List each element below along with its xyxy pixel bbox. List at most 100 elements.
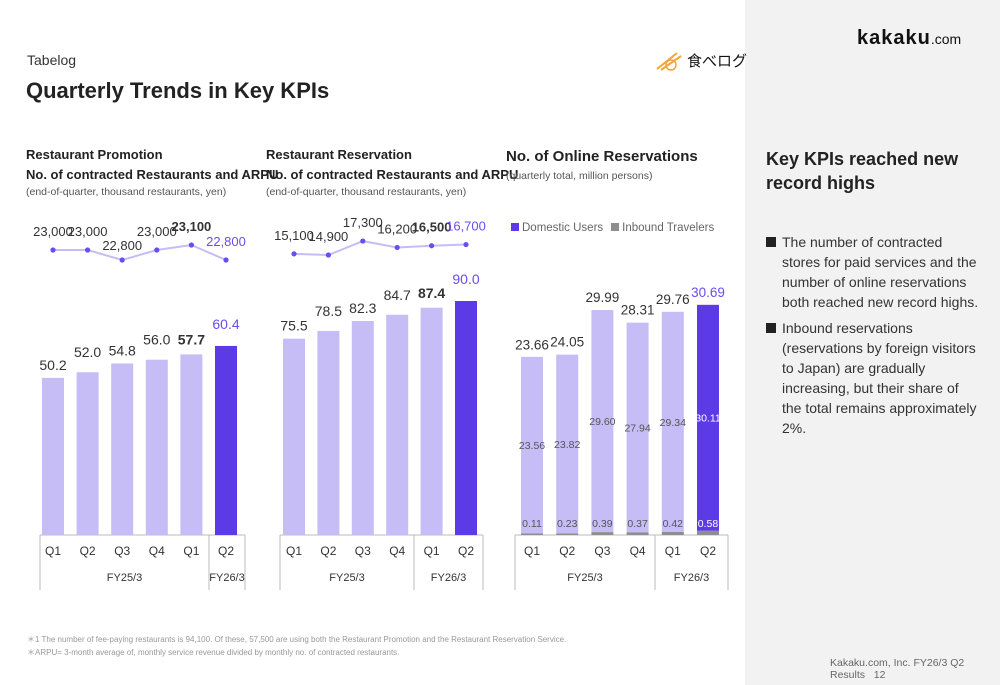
domestic-value-label: 23.82 — [554, 439, 580, 451]
x-tick-label: Q3 — [114, 544, 130, 558]
bar-domestic — [556, 354, 579, 534]
x-tick-label: Q1 — [665, 544, 681, 558]
bar — [420, 307, 443, 535]
bar-domestic — [661, 311, 684, 532]
arpu-point — [188, 242, 194, 248]
bar — [317, 330, 340, 535]
bar — [111, 363, 134, 535]
chopsticks-icon — [656, 51, 682, 71]
fiscal-year-label: FY26/3 — [674, 572, 709, 584]
section2-heading: Restaurant Reservation — [266, 147, 412, 162]
kakaku-logo-suffix: .com — [930, 31, 962, 47]
x-tick-label: Q2 — [218, 544, 234, 558]
bar — [351, 321, 374, 535]
page-title: Quarterly Trends in Key KPIs — [26, 78, 330, 103]
footnote: ＊1 The number of fee-paying restaurants … — [27, 635, 567, 644]
chart3-legend: Domestic Users Inbound Travelers — [511, 222, 714, 234]
domestic-value-label: 27.94 — [624, 422, 650, 434]
arpu-line — [293, 240, 467, 257]
arpu-point — [223, 257, 229, 263]
bar-inbound — [521, 533, 543, 535]
side-title: Key KPIs reached new record highs — [766, 149, 959, 193]
bar-value-label: 90.0 — [452, 271, 479, 287]
kakaku-logo: kakaku.com — [857, 27, 961, 50]
arpu-point — [429, 243, 435, 249]
brand-label: Tabelog — [27, 52, 77, 68]
bar-value-label: 78.5 — [315, 303, 342, 319]
x-tick-label: Q4 — [389, 544, 405, 558]
arpu-point — [291, 251, 297, 257]
arpu-point — [85, 247, 91, 253]
bar-inbound — [591, 532, 614, 535]
x-tick-label: Q1 — [286, 544, 302, 558]
fiscal-year-label: FY25/3 — [567, 572, 602, 584]
bar-domestic — [697, 304, 719, 531]
section2-note: (end-of-quarter, thousand restaurants, y… — [266, 186, 467, 198]
kakaku-logo-text: kakaku — [857, 27, 931, 49]
arpu-point — [360, 238, 366, 244]
charts-canvas: Q1 Q2 Q3 Q4 Q1 Q2 FY25/3 FY26/3 50.2 52.0 54.8 56.0… — [33, 215, 729, 590]
bar-value-label: 82.3 — [349, 300, 376, 316]
x-tick-label: Q1 — [183, 544, 199, 558]
x-tick-label: Q2 — [700, 544, 716, 558]
x-tick-label: Q3 — [594, 544, 610, 558]
bar-value-label: 52.0 — [74, 344, 101, 360]
inbound-value-label: 0.58 — [698, 518, 719, 530]
bar-domestic — [626, 322, 649, 533]
tabelog-logo-text: 食べログ — [687, 53, 748, 70]
legend-domestic-label: Domestic Users — [522, 222, 604, 234]
total-value-label: 29.76 — [656, 292, 690, 307]
domestic-value-label: 29.60 — [589, 416, 615, 428]
bar-value-label: 75.5 — [280, 318, 307, 334]
x-tick-label: Q2 — [80, 544, 96, 558]
x-tick-label: Q4 — [630, 544, 646, 558]
section1-note: (end-of-quarter, thousand restaurants, y… — [26, 186, 227, 198]
arpu-point — [325, 252, 331, 258]
side-bullet: Inbound reservations (reservations by fo… — [766, 318, 981, 438]
x-tick-label: Q4 — [149, 544, 165, 558]
bar-inbound — [697, 530, 719, 535]
bar-value-label: 50.2 — [39, 357, 66, 373]
arpu-label: 15,100 — [274, 228, 314, 243]
section3-heading: No. of Online Reservations — [506, 148, 698, 165]
arpu-label: 23,100 — [172, 219, 212, 234]
footer-company: Kakaku.com, Inc. FY26/3 Q2 Results — [830, 657, 965, 681]
arpu-point — [394, 244, 400, 251]
bar-inbound — [661, 531, 684, 535]
footer: Kakaku.com, Inc. FY26/3 Q2 Results 12 — [830, 657, 1000, 681]
arpu-label: 23,000 — [137, 224, 177, 239]
fiscal-year-label: FY25/3 — [107, 572, 142, 584]
inbound-value-label: 0.23 — [557, 518, 578, 530]
x-tick-label: Q2 — [320, 544, 336, 558]
arpu-point — [154, 247, 160, 253]
inbound-value-label: 0.37 — [627, 518, 648, 530]
bar — [180, 354, 203, 535]
arpu-label: 16,700 — [446, 219, 486, 234]
bar — [455, 301, 477, 535]
bar — [76, 372, 99, 535]
bar-value-label: 87.4 — [418, 285, 445, 301]
page-number: 12 — [873, 669, 886, 681]
section1-heading: Restaurant Promotion — [26, 147, 163, 162]
arpu-label: 23,000 — [33, 224, 73, 239]
inbound-value-label: 0.39 — [592, 518, 613, 530]
bar — [145, 359, 168, 535]
total-value-label: 28.31 — [621, 303, 655, 318]
bar-inbound — [626, 532, 649, 535]
bar-inbound — [556, 533, 579, 535]
legend-inbound-label: Inbound Travelers — [622, 222, 715, 234]
arpu-point — [119, 257, 125, 263]
x-tick-label: Q2 — [559, 544, 575, 558]
bar — [42, 377, 64, 535]
domestic-value-label: 30.11 — [695, 413, 721, 425]
bar-value-label: 56.0 — [143, 332, 170, 348]
x-tick-label: Q1 — [524, 544, 540, 558]
footnote: ＊ARPU= 3-month average of, monthly servi… — [27, 648, 400, 657]
fiscal-year-label: FY26/3 — [431, 572, 466, 584]
bar-domestic — [591, 310, 614, 533]
x-tick-label: Q2 — [458, 544, 474, 558]
arpu-label: 14,900 — [309, 229, 349, 244]
section3-note: (quarterly total, million persons) — [506, 170, 653, 182]
x-tick-label: Q3 — [355, 544, 371, 558]
total-value-label: 30.69 — [691, 285, 725, 300]
